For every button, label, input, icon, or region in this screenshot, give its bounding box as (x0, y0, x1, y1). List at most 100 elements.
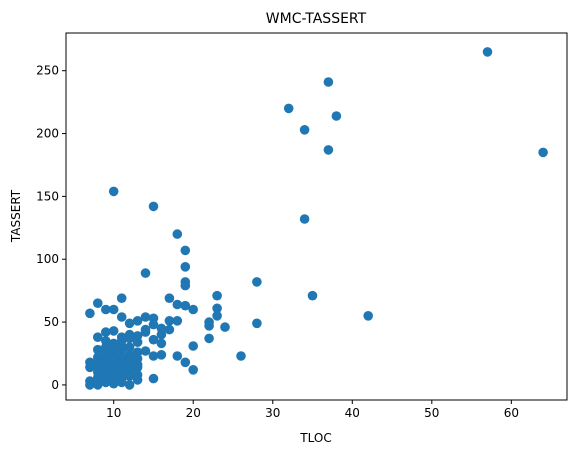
data-point (188, 341, 198, 351)
data-point (538, 147, 548, 158)
data-point (124, 371, 135, 381)
data-point (132, 331, 143, 341)
data-point (101, 350, 111, 360)
data-point (148, 334, 159, 345)
data-point (180, 280, 191, 291)
data-point (140, 324, 151, 335)
data-point (124, 318, 135, 329)
data-point (299, 214, 310, 224)
data-point (108, 326, 119, 336)
plot-frame (65, 32, 568, 401)
x-tick-label: 40 (345, 406, 360, 420)
data-point (148, 319, 159, 330)
data-point (172, 316, 183, 326)
y-tick-label: 0 (51, 378, 59, 392)
data-point (101, 327, 111, 337)
data-point (93, 344, 103, 355)
data-point (172, 229, 183, 239)
data-point (164, 316, 175, 326)
data-point (156, 338, 167, 349)
data-point (156, 329, 167, 340)
data-point (132, 362, 143, 373)
data-point (204, 321, 214, 331)
data-point (124, 380, 135, 390)
data-point (172, 351, 183, 361)
data-point (164, 293, 175, 304)
data-point (140, 346, 151, 356)
data-point (116, 312, 127, 322)
x-axis-label: TLOC (299, 431, 331, 445)
data-point (204, 333, 214, 344)
data-point (299, 125, 310, 135)
data-point (156, 350, 167, 360)
y-tick-label: 50 (44, 315, 59, 329)
data-point (140, 312, 151, 322)
data-point (148, 351, 159, 361)
data-point (108, 378, 119, 389)
data-point (108, 304, 119, 315)
data-point (252, 318, 262, 329)
data-point (212, 290, 222, 301)
data-point (116, 366, 127, 376)
data-point (283, 103, 294, 114)
data-point (148, 373, 159, 384)
data-point (93, 298, 103, 309)
data-point (148, 201, 159, 212)
data-point (188, 304, 198, 315)
data-point (180, 300, 191, 311)
data-point (188, 365, 198, 375)
data-point (164, 324, 175, 335)
data-point (85, 362, 95, 373)
data-point (236, 351, 246, 361)
data-point (482, 47, 493, 57)
y-axis-ticks: 0 50 100 150 200 250 (36, 64, 66, 392)
data-point (363, 311, 374, 321)
data-point (101, 304, 111, 315)
data-point (101, 342, 111, 353)
x-tick-label: 30 (265, 406, 280, 420)
data-point (172, 299, 183, 310)
x-tick-label: 20 (186, 406, 201, 420)
data-point (93, 380, 103, 390)
y-tick-label: 250 (36, 64, 59, 78)
data-point (116, 377, 127, 388)
y-tick-label: 200 (36, 127, 59, 141)
data-point (116, 293, 127, 304)
data-point (220, 322, 230, 332)
data-point (180, 357, 191, 368)
data-point (180, 245, 191, 256)
y-tick-label: 150 (36, 189, 59, 203)
data-point (124, 342, 135, 353)
x-tick-label: 10 (106, 406, 121, 420)
data-point (323, 77, 334, 87)
data-point (93, 356, 103, 366)
y-axis-label: TASSERT (9, 189, 23, 243)
y-tick-label: 100 (36, 252, 59, 266)
data-point (132, 316, 143, 326)
data-point (85, 380, 95, 390)
data-point (108, 346, 119, 356)
data-point (116, 341, 127, 351)
data-point (132, 375, 143, 385)
data-point (93, 332, 103, 343)
data-point (212, 311, 222, 321)
chart-title: WMC-TASSERT (266, 11, 367, 27)
data-point (124, 333, 135, 344)
x-tick-label: 60 (504, 406, 519, 420)
data-point (140, 268, 151, 278)
data-point (85, 308, 95, 319)
data-point (101, 377, 111, 388)
x-tick-label: 50 (424, 406, 439, 420)
data-point (180, 262, 191, 272)
data-point (108, 368, 119, 379)
data-point (323, 145, 334, 155)
points-layer (85, 47, 548, 390)
data-point (124, 356, 135, 366)
data-point (252, 277, 262, 287)
data-point (331, 111, 342, 121)
data-point (307, 290, 318, 301)
data-point (212, 303, 222, 314)
data-point (108, 186, 119, 197)
x-axis-ticks: 10 20 30 40 50 60 (106, 400, 519, 420)
